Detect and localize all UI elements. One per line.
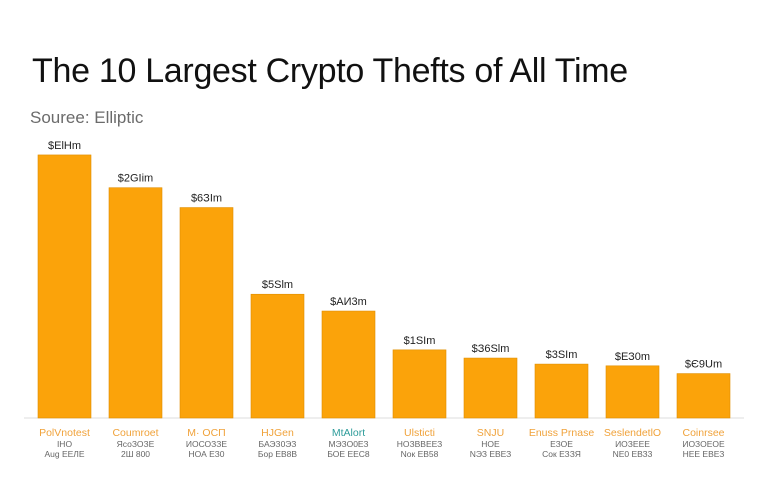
category-sublabel-4-1: БАЭЗ0ЭЗ xyxy=(259,439,297,449)
value-label-2: $2GIim xyxy=(118,173,153,185)
chart-title: The 10 Largest Crypto Thefts of All Time xyxy=(32,52,628,90)
category-sublabel-5-2: БОЕ ЕЕС8 xyxy=(327,449,370,459)
category-sublabel-8-1: ЕЗОЕ xyxy=(550,439,573,449)
value-label-8: $3SIm xyxy=(546,349,578,361)
category-label-8: Enuss Prnase xyxy=(529,427,595,439)
category-label-9: SeslendetlO xyxy=(604,427,661,439)
value-label-10: $Є9Um xyxy=(685,359,722,371)
bar-7 xyxy=(463,357,518,419)
category-sublabel-7-2: NЭЗ ЕВЕЗ xyxy=(470,449,512,459)
value-label-6: $1SIm xyxy=(404,335,436,347)
value-labels-group: $ElHm $2GIim $6ЗIm $5Slm $AИ3m $1SIm $З6Slm $3S… xyxy=(48,140,722,371)
category-label-4: НJGen xyxy=(261,427,294,439)
category-sublabel-3-2: НОА ЕЗ0 xyxy=(189,449,225,459)
chart-source: Souree: Elliptic xyxy=(30,108,144,127)
category-sublabel-1-2: Aug ЕЕЛЕ xyxy=(44,449,84,459)
category-sublabel-2-1: ЯсоЗОЗЕ xyxy=(117,439,155,449)
value-label-5: $AИ3m xyxy=(330,296,367,308)
bar-2 xyxy=(108,187,163,419)
category-label-2: Coumroet xyxy=(112,427,158,439)
category-label-6: Ulsticti xyxy=(404,427,435,439)
category-label-5: MtAlort xyxy=(332,427,365,439)
bar-1 xyxy=(37,154,92,419)
bar-8 xyxy=(534,363,589,419)
category-label-7: SNJU xyxy=(477,427,504,439)
category-sublabel-10-1: ИОЗОЕОЕ xyxy=(682,439,725,449)
category-sublabel-4-2: Бор ЕВ8В xyxy=(258,449,297,459)
value-label-9: $ЕЗ0m xyxy=(615,351,650,363)
category-label-3: M· ОСП xyxy=(187,427,225,439)
bars-group xyxy=(37,154,731,419)
category-sublabel-7-1: НОЕ xyxy=(481,439,500,449)
category-sublabel-9-2: NЕ0 ЕВЗ3 xyxy=(613,449,653,459)
category-sublabel-8-2: Coк ЕЗЗЯ xyxy=(542,449,581,459)
category-sublabel-6-2: Nок ЕВ58 xyxy=(401,449,439,459)
category-label-1: PolVnotest xyxy=(39,427,90,439)
category-sublabel-2-2: 2Ш 800 xyxy=(121,449,150,459)
category-sublabel-5-1: МЭЗО0ЕЗ xyxy=(328,439,368,449)
value-label-7: $З6Slm xyxy=(472,343,510,355)
bar-6 xyxy=(392,349,447,419)
bar-9 xyxy=(605,365,660,419)
category-sublabel-1-1: ІНО xyxy=(57,439,73,449)
value-label-1: $ElHm xyxy=(48,140,81,152)
bar-10 xyxy=(676,373,731,419)
value-label-3: $6ЗIm xyxy=(191,193,222,205)
bar-4 xyxy=(250,293,305,419)
value-label-4: $5Slm xyxy=(262,279,293,291)
category-label-10: Coinrsee xyxy=(682,427,724,439)
category-sublabel-10-2: НЕЕ ЕВЕЗ xyxy=(683,449,725,459)
bar-3 xyxy=(179,207,234,419)
category-sublabel-6-1: НОЗВВЕЕЗ xyxy=(397,439,443,449)
bar-5 xyxy=(321,310,376,419)
category-sublabel-3-1: ИОСОЗЗЕ xyxy=(186,439,228,449)
category-sublabel-9-1: ИОЗЕЕЕ xyxy=(615,439,650,449)
